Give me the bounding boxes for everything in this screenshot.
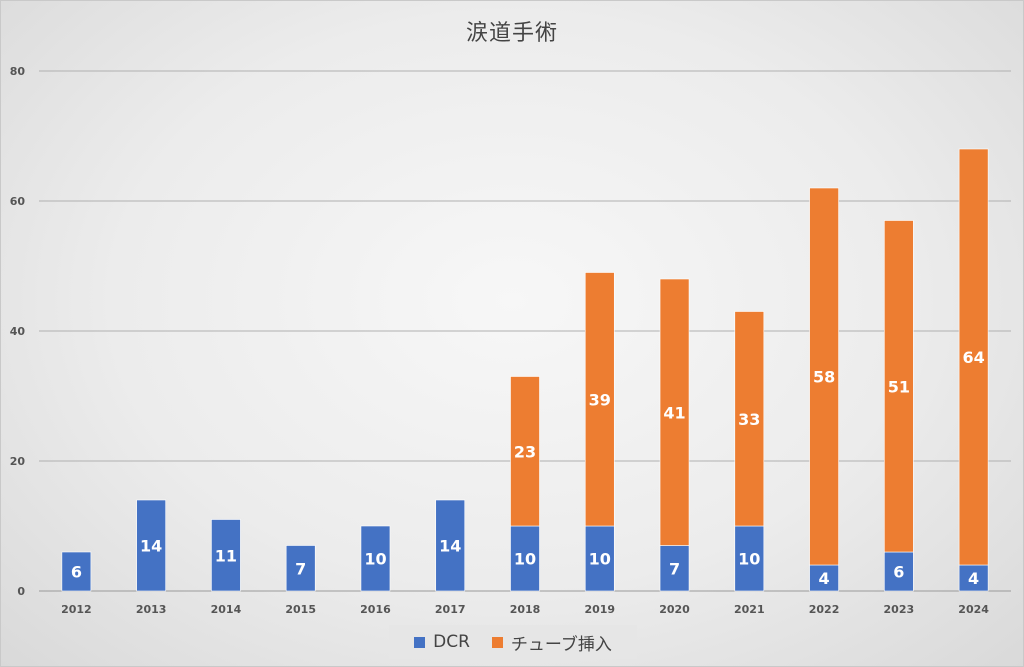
data-label-tube-2018: 23 (514, 442, 536, 461)
bar-tube-2022 (809, 187, 839, 566)
x-tick-label-2021: 2021 (734, 603, 765, 616)
data-label-dcr-2012: 6 (71, 563, 82, 582)
data-label-dcr-2015: 7 (295, 559, 306, 578)
legend-label-dcr: DCR (433, 632, 470, 652)
legend: DCR チューブ挿入 (389, 625, 637, 659)
data-label-dcr-2024: 4 (968, 569, 979, 588)
y-tick-label-60: 60 (10, 195, 26, 208)
data-label-tube-2020: 41 (663, 403, 685, 422)
data-label-dcr-2020: 7 (669, 559, 680, 578)
data-label-dcr-2023: 6 (893, 563, 904, 582)
legend-swatch-dcr (414, 636, 426, 648)
legend-item-tube: チューブ挿入 (491, 630, 612, 655)
x-tick-label-2023: 2023 (884, 603, 915, 616)
bar-tube-2019 (584, 272, 615, 527)
bar-tube-2020 (659, 278, 690, 546)
bar-dcr-2019 (584, 525, 615, 592)
data-label-dcr-2014: 11 (215, 546, 237, 565)
y-tick-label-40: 40 (10, 325, 26, 338)
x-tick-label-2017: 2017 (435, 603, 466, 616)
data-label-dcr-2022: 4 (819, 569, 830, 588)
bar-dcr-2023 (884, 551, 914, 592)
data-label-tube-2019: 39 (589, 390, 611, 409)
x-tick-label-2022: 2022 (809, 603, 840, 616)
data-label-dcr-2017: 14 (439, 537, 461, 556)
data-label-dcr-2019: 10 (589, 550, 611, 569)
x-tick-label-2014: 2014 (211, 603, 242, 616)
bar-tube-2021 (734, 311, 765, 527)
bar-dcr-2016 (360, 525, 391, 592)
data-label-dcr-2013: 14 (140, 537, 162, 556)
bar-dcr-2014 (211, 519, 241, 592)
x-tick-label-2019: 2019 (584, 603, 615, 616)
data-label-dcr-2018: 10 (514, 550, 536, 569)
x-tick-label-2024: 2024 (958, 603, 989, 616)
data-label-tube-2023: 51 (888, 377, 910, 396)
data-label-tube-2021: 33 (738, 410, 760, 429)
bar-dcr-2017 (435, 499, 466, 592)
legend-swatch-tube (491, 636, 503, 648)
bar-tube-2024 (958, 148, 989, 566)
y-tick-label-20: 20 (10, 455, 26, 468)
x-tick-label-2012: 2012 (61, 603, 92, 616)
data-label-dcr-2016: 10 (364, 550, 386, 569)
data-label-tube-2024: 64 (962, 348, 984, 367)
x-tick-label-2016: 2016 (360, 603, 391, 616)
data-label-dcr-2021: 10 (738, 550, 760, 569)
x-tick-label-2018: 2018 (510, 603, 541, 616)
legend-label-tube: チューブ挿入 (510, 634, 612, 655)
bar-dcr-2015 (285, 545, 316, 592)
bar-dcr-2012 (61, 551, 92, 592)
bar-tube-2023 (884, 220, 914, 553)
data-label-tube-2022: 58 (813, 368, 835, 387)
x-tick-label-2013: 2013 (136, 603, 167, 616)
bar-dcr-2024 (958, 564, 989, 592)
legend-item-dcr: DCR (414, 632, 470, 652)
bar-dcr-2013 (136, 499, 166, 592)
x-tick-label-2015: 2015 (285, 603, 316, 616)
y-tick-label-80: 80 (10, 65, 26, 78)
x-tick-label-2020: 2020 (659, 603, 690, 616)
y-tick-label-0: 0 (17, 585, 25, 598)
bar-dcr-2020 (659, 545, 690, 592)
bar-dcr-2021 (734, 525, 765, 592)
chart-title: 涙道手術 (465, 21, 558, 46)
bar-tube-2018 (510, 376, 540, 527)
